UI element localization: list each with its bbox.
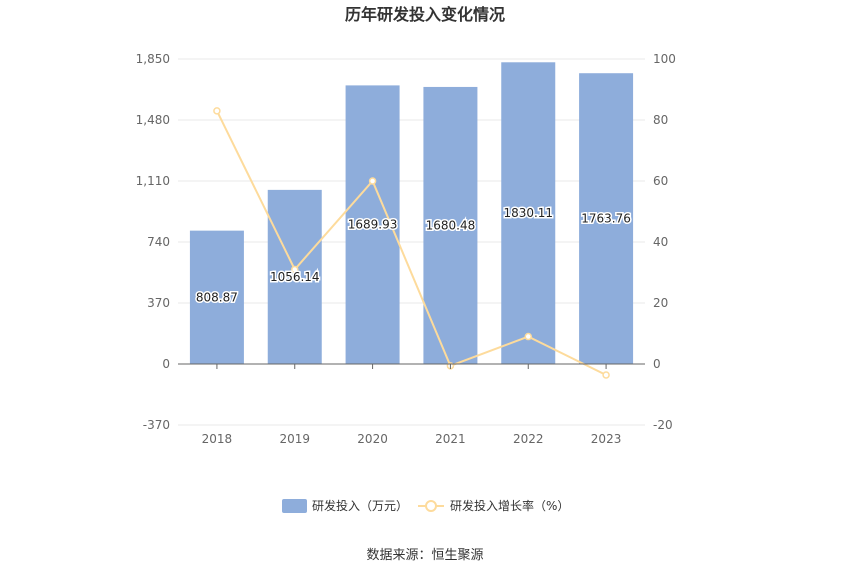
y-right-tick-label: -20 [653,418,673,432]
bar [579,73,634,364]
growth-point [524,332,532,341]
legend-bar-swatch [282,499,307,513]
chart-title: 历年研发投入变化情况 [345,5,505,24]
legend-item-bar[interactable]: 研发投入（万元） [282,498,408,513]
source-text: 数据来源：恒生聚源 [366,548,483,563]
y-left-tick-label: 1,850 [136,52,170,66]
bar [267,189,322,364]
y-right-tick-label: 80 [653,113,668,127]
growth-point [291,265,299,274]
y-right-tick-label: 20 [653,296,668,310]
data-labels: 808.87 1056.14 1689.93 1680.48 1830.11 1763.7… [194,205,632,306]
grid [178,58,645,426]
legend-item-line[interactable]: 研发投入增长率（%） [418,498,569,513]
growth-line [216,110,607,376]
y-right-tick-label: 60 [653,174,668,188]
y-left-tick-label: 740 [147,235,170,249]
y-right-tick-label: 40 [653,235,668,249]
y-left-tick-label: 1,110 [136,174,170,188]
bar-value-label: 1830.11 [503,206,553,220]
bar [189,230,244,364]
x-tick-label: 2023 [591,432,622,446]
legend-line-marker [425,500,437,512]
y-left-tick-label: 0 [162,357,170,371]
y-left-tick-label: 1,480 [136,113,170,127]
bar-value-label: 1689.93 [348,218,398,232]
y-right-tick-label: 0 [653,357,661,371]
legend[interactable]: 研发投入（万元） 研发投入增长率（%） [282,498,569,513]
bar [501,62,556,364]
growth-point [602,371,610,379]
x-tick-label: 2022 [513,432,544,446]
y-right-tick-label: 100 [653,52,676,66]
legend-bar-label: 研发投入（万元） [312,498,408,513]
growth-point [213,107,221,115]
bar-value-label: 1056.14 [270,270,320,284]
x-tick-label: 2021 [435,432,466,446]
bar-value-label: 808.87 [196,290,238,304]
bar-value-label: 1680.48 [426,218,476,232]
y-left-tick-label: 370 [147,296,170,310]
x-tick-label: 2018 [202,432,233,446]
y-left-tick-label: -370 [143,418,170,432]
x-tick-label: 2020 [357,432,388,446]
bar-value-label: 1763.76 [581,212,631,226]
legend-line-label: 研发投入增长率（%） [450,498,569,513]
x-tick-label: 2019 [279,432,310,446]
axes: 1,850 100 1,480 80 1,110 60 740 40 370 20 0 0 -370 -2… [136,52,676,446]
bar-series [189,62,634,365]
bar [423,86,478,365]
growth-point [368,177,377,185]
